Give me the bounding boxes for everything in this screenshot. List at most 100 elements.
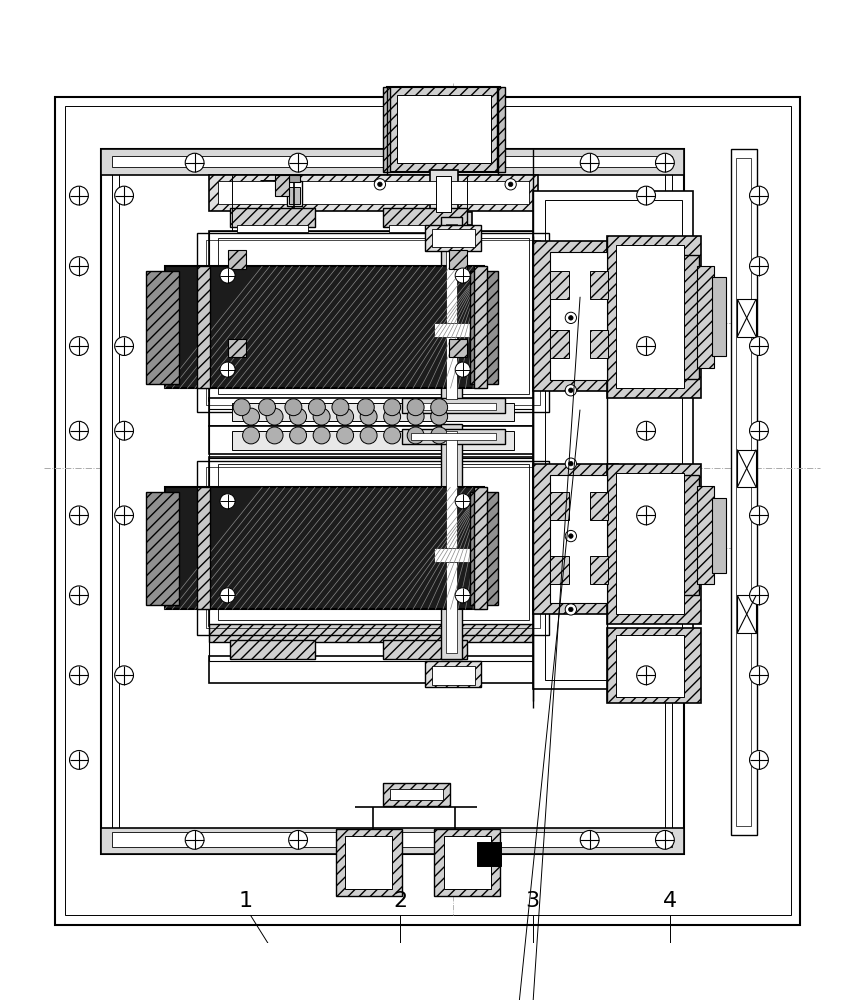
Circle shape [407,408,424,425]
Circle shape [337,427,354,444]
Bar [470,271,498,384]
Bar [498,87,505,172]
Circle shape [750,186,769,205]
Circle shape [290,427,307,444]
Text: 3: 3 [526,891,539,911]
Bar [101,828,683,854]
Circle shape [568,607,573,612]
Bar [237,225,308,232]
Circle shape [233,399,250,416]
Circle shape [636,666,655,685]
Circle shape [455,268,470,283]
Circle shape [308,399,325,416]
Circle shape [185,153,204,172]
Circle shape [360,408,377,425]
Circle shape [568,388,573,393]
Bar [616,245,683,388]
Bar [209,231,538,401]
Circle shape [220,362,235,377]
Circle shape [259,399,275,416]
Bar [233,431,515,450]
Circle shape [70,666,89,685]
Circle shape [70,751,89,769]
Bar [432,666,475,685]
Bar [697,266,714,368]
Circle shape [509,182,513,187]
Bar [731,149,757,835]
Circle shape [332,399,348,416]
Bar [101,149,683,854]
Bar [209,457,538,626]
Circle shape [115,506,134,525]
Bar [737,299,756,337]
Circle shape [455,588,470,603]
Circle shape [285,399,302,416]
Bar [227,339,246,357]
Bar [209,398,538,426]
Circle shape [220,588,235,603]
Bar [737,450,756,487]
Circle shape [115,421,134,440]
Bar [550,252,607,380]
Circle shape [70,586,89,605]
Circle shape [568,534,573,538]
Bar [289,187,300,204]
Bar [590,330,608,358]
Bar [429,544,477,567]
Bar [533,464,618,614]
Circle shape [636,337,655,355]
Circle shape [750,257,769,276]
Circle shape [70,186,89,205]
Bar [533,241,618,391]
Bar [274,175,289,196]
Circle shape [655,830,674,849]
Bar [416,212,472,225]
Text: 4: 4 [664,891,677,911]
Bar [607,236,700,398]
Bar [206,240,540,405]
Bar [218,181,528,204]
Bar [287,181,302,206]
Bar [550,556,569,584]
Circle shape [455,362,470,377]
Bar [336,829,401,896]
Bar [112,156,672,167]
Bar [55,97,800,925]
Circle shape [70,506,89,525]
Circle shape [431,408,447,425]
Bar [550,330,569,358]
Bar [218,464,528,620]
Bar [289,175,300,182]
Bar [550,475,607,603]
Circle shape [580,830,599,849]
Bar [616,473,683,614]
Bar [230,640,315,659]
Bar [474,487,487,609]
Bar [197,233,550,412]
Circle shape [243,408,260,425]
Circle shape [750,586,769,605]
Circle shape [565,312,577,324]
Bar [112,161,672,842]
Bar [470,492,498,605]
Bar [233,403,515,421]
Circle shape [243,427,260,444]
Bar [209,656,538,683]
Bar [146,271,179,384]
Circle shape [568,316,573,320]
Circle shape [407,427,424,444]
Bar [550,492,569,520]
Bar [425,661,481,687]
Bar [590,556,608,584]
Bar [411,433,496,440]
Bar [65,106,791,915]
Bar [446,431,457,653]
Bar [390,789,443,800]
Circle shape [70,421,89,440]
Circle shape [314,408,330,425]
Bar [435,829,500,896]
Bar [388,87,500,172]
Bar [345,836,392,889]
Bar [383,640,468,659]
Bar [206,467,540,628]
